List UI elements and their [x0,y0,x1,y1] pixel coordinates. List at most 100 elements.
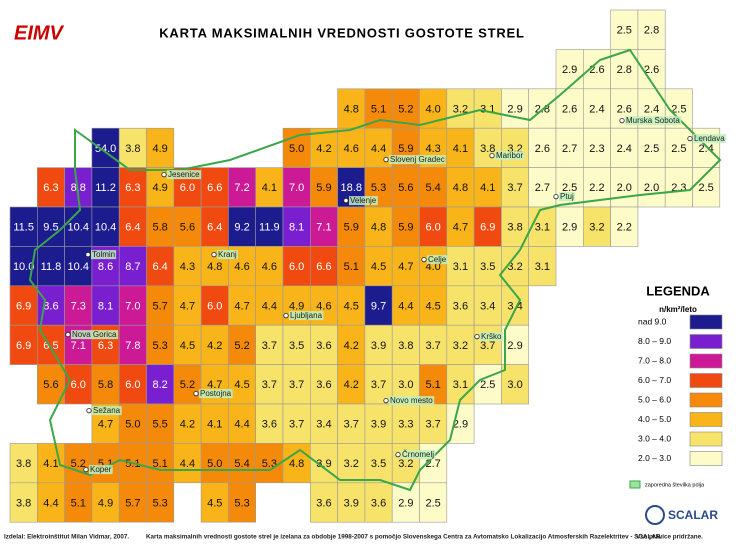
cell-value: 3.2 [453,340,468,352]
cell [528,167,557,208]
cell-value: 2.5 [562,182,577,194]
cell-value: 5.0 [207,458,222,470]
cell-value: 2.4 [589,103,604,115]
cell [9,206,38,247]
cell-value: 4.1 [262,182,277,194]
cell-value: 4.5 [234,379,249,391]
cell-value: 5.3 [371,182,386,194]
town-label-bg [289,311,324,321]
cell [337,206,366,247]
town-label-bg [167,170,202,180]
cell-value: 2.9 [507,340,522,352]
town-marker [489,153,495,159]
cell-value: 3.2 [589,222,604,234]
cell [118,324,147,365]
cell-value: 3.8 [480,143,495,155]
town: Ptuj [560,192,574,201]
cell-value: 3.8 [125,143,140,155]
cell [610,206,639,247]
scalar-logo: SCALAR [668,508,718,522]
town: Lendava [694,134,725,143]
cell-value: 7.0 [289,182,304,194]
cell-value: 3.6 [316,379,331,391]
cell-value: 3.8 [16,458,31,470]
legend-note: zaporedna številka polja [645,482,705,488]
cell [419,443,448,484]
cell [555,206,584,247]
cell-value: 3.1 [535,222,550,234]
town-marker [86,408,92,414]
cell [364,246,393,287]
cell [255,324,284,365]
cell [91,482,120,523]
cell [337,364,366,405]
cell-value: 3.2 [507,261,522,273]
cell-value: 3.0 [398,379,413,391]
cell [173,403,202,444]
cell [337,127,366,168]
cell-value: 2.5 [671,103,686,115]
border [28,48,722,492]
legend-unit: n/km²/leto [659,305,697,314]
cell-value: 3.3 [398,419,413,431]
cell-value: 3.6 [316,340,331,352]
cell-value: 4.2 [180,419,195,431]
cell-value: 2.5 [644,143,659,155]
cell-value: 2.2 [617,222,632,234]
cell [473,324,502,365]
cell [146,443,175,484]
town: Krško [481,332,502,341]
cell-value: 5.6 [398,182,413,194]
cell-value: 3.7 [262,379,277,391]
cell-value: 3.6 [453,300,468,312]
cell [64,482,93,523]
cell-value: 5.1 [71,497,86,509]
cell-value: 4.4 [262,300,277,312]
town: Murska Sobota [626,116,680,125]
cell-value: 3.7 [344,419,359,431]
grid: 2.5 2.8 2.9 2.6 2.8 2.6 4.8 5.1 5.2 4.0 3.2 3.1 2.9 2… [9,9,721,523]
cell [255,285,284,326]
logo: EIMV [14,22,65,44]
cell-value: 2.8 [644,25,659,37]
legend-swatch [689,412,723,427]
cell-value: 3.7 [507,182,522,194]
towns: Jesenice Slovenj Gradec Maribor Murska S… [65,116,727,475]
cell-value: 2.4 [617,143,632,155]
cell [664,127,693,168]
cell-value: 4.1 [43,458,58,470]
cell [255,364,284,405]
cell-value: 5.4 [426,182,441,194]
cell [146,403,175,444]
legend-label: nad 9.0 [638,316,667,326]
cell-value: 4.6 [316,300,331,312]
cell-value: 3.5 [289,340,304,352]
cell-value: 5.1 [344,261,359,273]
cell [228,167,256,208]
cell-value: 6.0 [289,261,304,273]
cell-value: 4.7 [398,261,413,273]
cell-value: 3.0 [507,379,522,391]
cell [200,206,229,247]
cell-value: 6.9 [480,222,495,234]
legend-swatch [689,353,723,369]
cell-value: 8.2 [153,379,168,391]
cell-value: 6.4 [153,261,168,273]
cell [446,246,475,287]
cell-value: 4.8 [289,458,304,470]
cell [282,364,311,405]
cell [364,364,393,405]
town-marker [395,452,401,458]
town-label-bg [559,192,576,202]
title: KARTA MAKSIMALNIH VREDNOSTI GOSTOTE STRE… [159,25,525,40]
cell [446,167,475,208]
cell-value: 4.7 [180,300,195,312]
cell-value: 3.1 [535,261,550,273]
cell-value: 4.4 [371,143,386,155]
cell [118,482,147,523]
cell [309,167,338,208]
town: Sežana [93,406,121,415]
cell-value: 4.9 [153,182,168,194]
cell [228,403,256,444]
town: Ljubljana [290,311,323,320]
